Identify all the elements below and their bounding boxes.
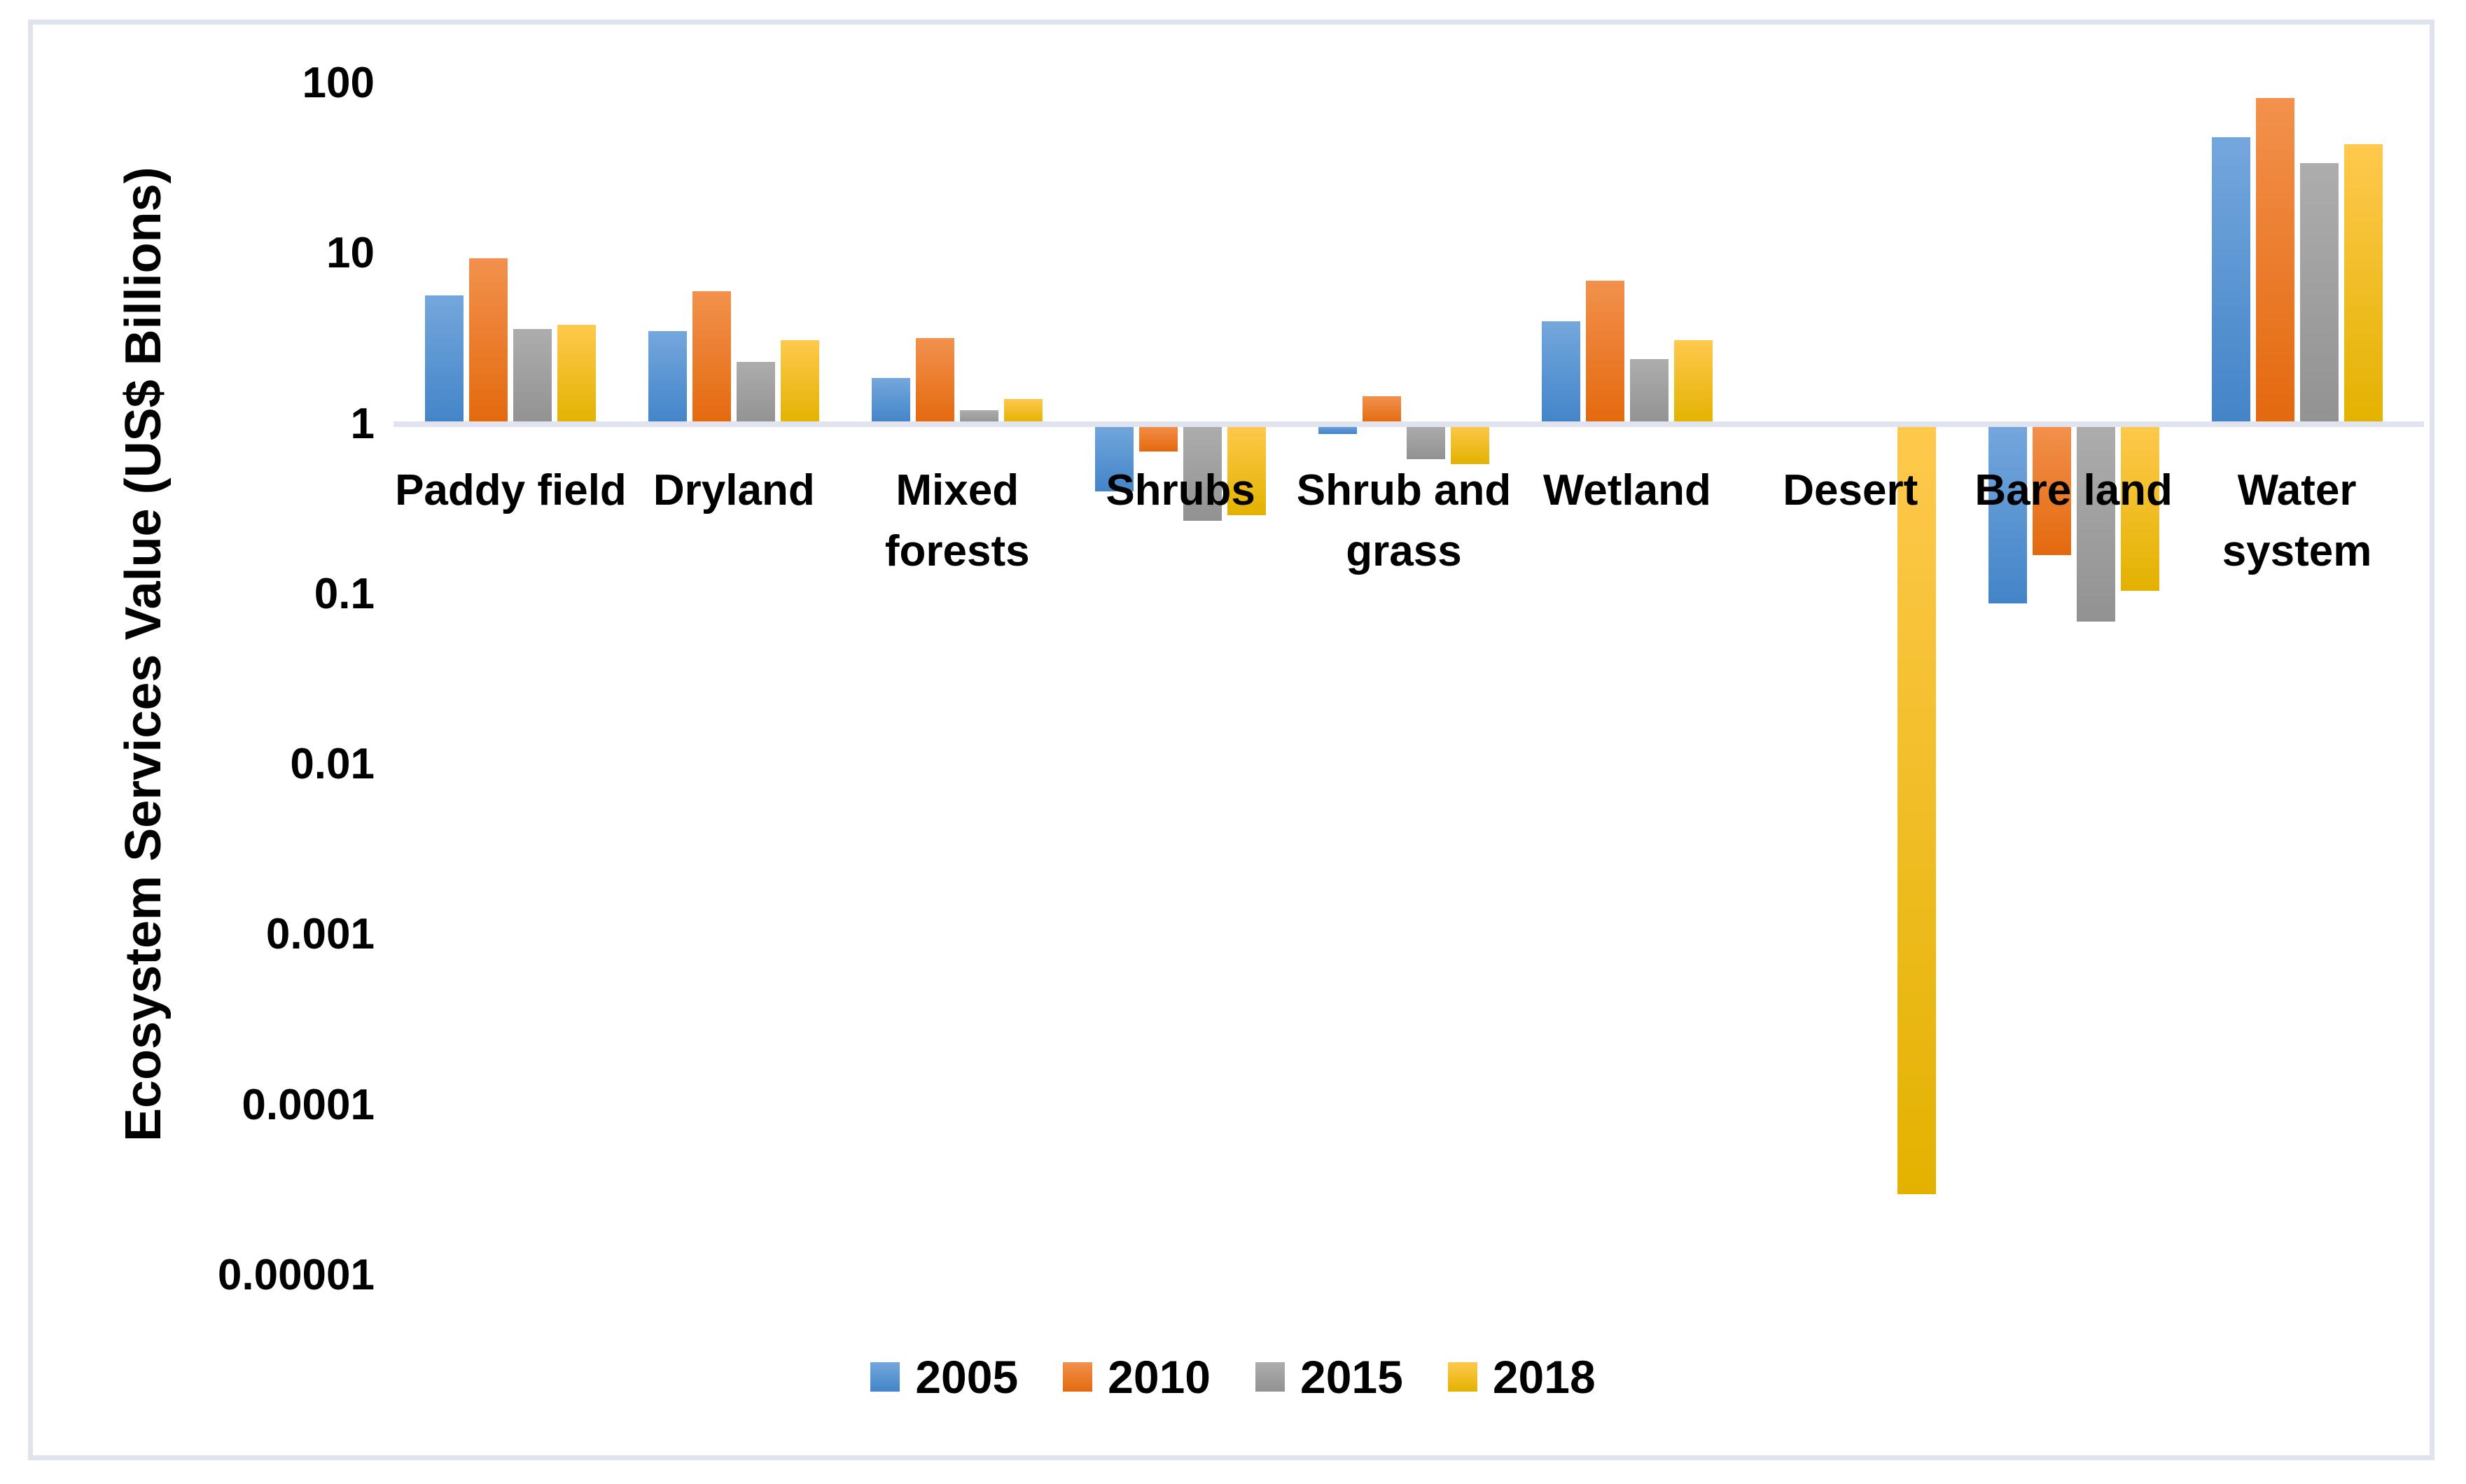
bar-2005-bare-land [1988, 424, 2027, 604]
category-label-shrubs: Shrubs [1106, 466, 1255, 514]
legend-swatch-2015 [1255, 1362, 1285, 1392]
category-label-shrub-and-grass: Shrub and grass [1296, 466, 1512, 575]
chart-border [28, 20, 2434, 1460]
category-label-paddy-field: Paddy field [395, 466, 627, 514]
bar-2010-bare-land [2033, 424, 2071, 555]
y-tick-label: 0.00001 [217, 1251, 375, 1299]
legend-item-2015: 2015 [1255, 1354, 1403, 1400]
category-label-wetland: Wetland [1542, 466, 1711, 514]
y-axis-title: Ecosystem Services Value (US$ Billions) [116, 167, 172, 1142]
y-tick-label: 0.001 [265, 910, 375, 959]
legend-item-2005: 2005 [870, 1354, 1018, 1400]
bar-2018-bare-land [2121, 424, 2159, 591]
category-label-desert: Desert [1783, 466, 1918, 514]
category-label-bare-land: Bare land [1974, 466, 2173, 514]
bar-2018-mixed-forests [1004, 398, 1043, 424]
bar-2005-water-system [2212, 137, 2250, 424]
bar-2015-mixed-forests [960, 410, 998, 424]
bar-2018-paddy-field [557, 325, 596, 424]
bar-2010-dryland [692, 291, 731, 424]
y-tick-label: 0.01 [290, 740, 375, 789]
y-tick-label: 100 [302, 58, 375, 107]
legend-swatch-2018 [1447, 1362, 1477, 1392]
category-label-mixed-forests: Mixed forests [884, 466, 1030, 575]
legend-item-2010: 2010 [1063, 1354, 1211, 1400]
bar-2010-water-system [2256, 97, 2294, 424]
y-tick-label: 0.1 [314, 569, 375, 618]
legend-swatch-2010 [1063, 1362, 1093, 1392]
bar-2005-paddy-field [425, 295, 464, 424]
bar-2018-dryland [781, 340, 819, 424]
bar-2005-mixed-forests [872, 378, 910, 424]
bar-2015-water-system [2300, 162, 2339, 424]
legend-swatch-2005 [870, 1362, 900, 1392]
bar-2010-paddy-field [469, 258, 508, 424]
bar-2010-wetland [1586, 281, 1624, 424]
y-tick-label: 10 [326, 229, 375, 278]
legend-label-2010: 2010 [1108, 1351, 1211, 1403]
bar-2005-shrubs [1095, 424, 1134, 492]
bar-2005-wetland [1542, 321, 1580, 424]
bar-2015-shrubs [1183, 424, 1222, 521]
bar-2018-water-system [2344, 144, 2383, 424]
bar-2018-wetland [1674, 340, 1713, 424]
legend-label-2005: 2005 [915, 1351, 1019, 1403]
bar-2015-dryland [737, 362, 775, 424]
bar-2015-wetland [1630, 358, 1669, 424]
y-tick-label: 0.0001 [242, 1080, 375, 1129]
legend-label-2018: 2018 [1492, 1351, 1596, 1403]
bar-2015-shrub-and-grass [1407, 424, 1445, 459]
bar-2018-desert [1897, 424, 1936, 1194]
category-label-dryland: Dryland [653, 466, 815, 514]
legend-label-2015: 2015 [1300, 1351, 1403, 1403]
bar-2015-paddy-field [513, 329, 552, 424]
y-tick-label: 1 [350, 399, 375, 448]
bar-2018-shrub-and-grass [1451, 424, 1489, 465]
bar-2010-shrub-and-grass [1363, 396, 1401, 424]
bar-2018-shrubs [1227, 424, 1266, 516]
x-axis-baseline [393, 421, 2424, 427]
category-label-water-system: Water system [2222, 466, 2372, 575]
bar-2015-bare-land [2077, 424, 2115, 622]
bar-2010-shrubs [1139, 424, 1178, 451]
bar-2010-mixed-forests [916, 337, 954, 424]
legend-item-2018: 2018 [1447, 1351, 1596, 1403]
bar-2005-dryland [648, 331, 687, 424]
legend: 2005 2010 2015 2018 [0, 1354, 2466, 1400]
